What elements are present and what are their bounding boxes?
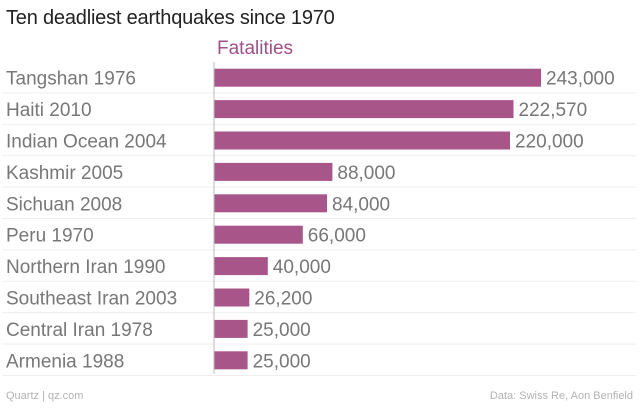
bar [214,288,250,307]
category-label: Northern Iran 1990 [6,257,166,278]
value-label: 25,000 [253,320,311,341]
bar [214,194,327,213]
bar [214,257,268,276]
bar [214,351,248,370]
bar [214,68,541,87]
chart-title: Ten deadliest earthquakes since 1970 [6,7,335,29]
category-label: Armenia 1988 [6,351,124,372]
category-label: Peru 1970 [6,226,94,247]
value-label: 84,000 [332,194,390,215]
row-separator [2,375,636,376]
value-label: 40,000 [273,257,331,278]
row-separator [2,186,636,188]
value-label: 88,000 [337,163,395,184]
category-label: Sichuan 2008 [6,194,122,215]
row-separator [2,155,636,157]
category-label: Tangshan 1976 [6,69,136,90]
bar [214,162,333,181]
category-label: Indian Ocean 2004 [6,132,167,153]
series-label: Fatalities [217,38,294,59]
row-separator [2,218,636,219]
row-separator [2,280,636,282]
bar [214,131,510,150]
bar-rows: Tangshan 1976 243,000 Haiti 2010 222,570 Ind… [2,68,636,376]
footer-credit: Quartz | qz.com [6,390,84,402]
value-label: 25,000 [253,351,311,372]
bar [214,225,303,244]
value-label: 26,200 [254,289,312,310]
category-label: Southeast Iran 2003 [6,289,177,310]
bar [214,100,514,119]
value-label: 220,000 [515,132,584,153]
row-separator [2,312,636,314]
value-label: 222,570 [519,100,588,121]
value-label: 66,000 [308,226,366,247]
footer-source: Data: Swiss Re, Aon Benfield [489,390,633,402]
row-separator [2,249,636,251]
category-label: Central Iran 1978 [6,320,153,341]
value-label: 243,000 [546,69,615,90]
bar [214,319,248,338]
category-label: Kashmir 2005 [6,163,123,184]
category-label: Haiti 2010 [6,100,92,121]
row-separator [2,92,636,94]
row-separator [2,343,636,345]
row-separator [2,123,636,125]
